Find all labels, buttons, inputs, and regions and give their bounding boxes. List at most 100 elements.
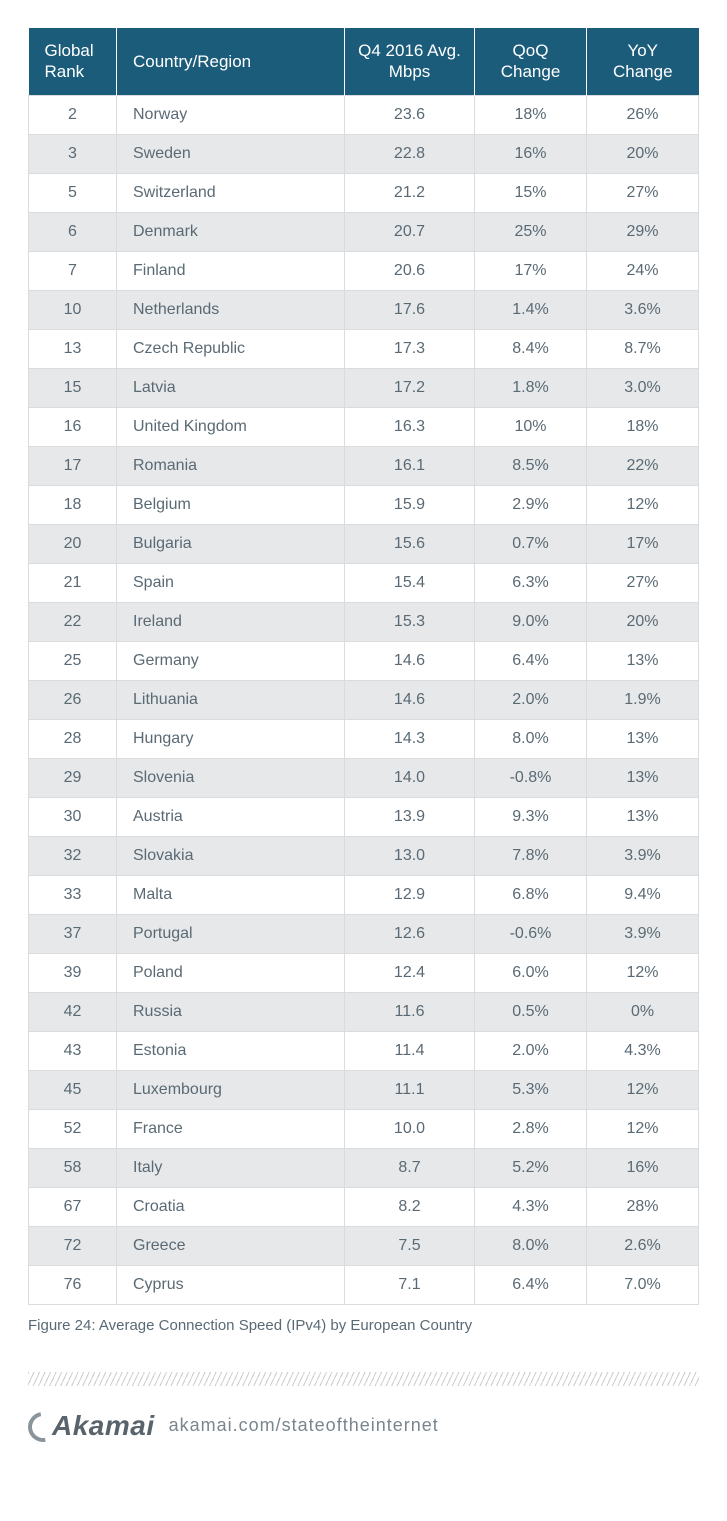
cell-country: Slovenia [117, 758, 345, 797]
table-row: 30Austria13.99.3%13% [29, 797, 699, 836]
cell-rank: 25 [29, 641, 117, 680]
cell-mbps: 20.7 [345, 212, 475, 251]
cell-country: Switzerland [117, 173, 345, 212]
cell-rank: 28 [29, 719, 117, 758]
footer-url: akamai.com/stateoftheinternet [169, 1415, 439, 1436]
cell-qoq: 8.0% [475, 719, 587, 758]
cell-yoy: 20% [587, 602, 699, 641]
cell-qoq: 18% [475, 95, 587, 134]
col-header-rank: Global Rank [29, 28, 117, 95]
cell-yoy: 24% [587, 251, 699, 290]
cell-rank: 2 [29, 95, 117, 134]
divider-hatch [28, 1372, 699, 1386]
cell-yoy: 13% [587, 758, 699, 797]
cell-country: Luxembourg [117, 1070, 345, 1109]
cell-qoq: 5.3% [475, 1070, 587, 1109]
table-row: 7Finland20.617%24% [29, 251, 699, 290]
cell-country: Netherlands [117, 290, 345, 329]
table-row: 20Bulgaria15.60.7%17% [29, 524, 699, 563]
cell-country: Bulgaria [117, 524, 345, 563]
cell-mbps: 11.6 [345, 992, 475, 1031]
cell-country: Poland [117, 953, 345, 992]
cell-yoy: 26% [587, 95, 699, 134]
cell-rank: 10 [29, 290, 117, 329]
col-header-label: Country/Region [133, 52, 251, 71]
table-row: 5Switzerland21.215%27% [29, 173, 699, 212]
cell-country: Sweden [117, 134, 345, 173]
figure-caption: Figure 24: Average Connection Speed (IPv… [28, 1317, 699, 1334]
cell-country: Czech Republic [117, 329, 345, 368]
cell-rank: 39 [29, 953, 117, 992]
cell-country: Portugal [117, 914, 345, 953]
cell-country: Russia [117, 992, 345, 1031]
cell-country: Malta [117, 875, 345, 914]
col-header-label: QoQ Change [501, 41, 561, 81]
cell-country: Germany [117, 641, 345, 680]
table-row: 16United Kingdom16.310%18% [29, 407, 699, 446]
cell-mbps: 13.9 [345, 797, 475, 836]
cell-rank: 30 [29, 797, 117, 836]
table-row: 39Poland12.46.0%12% [29, 953, 699, 992]
col-header-yoy: YoY Change [587, 28, 699, 95]
cell-qoq: 2.0% [475, 680, 587, 719]
cell-yoy: 3.0% [587, 368, 699, 407]
cell-rank: 18 [29, 485, 117, 524]
cell-qoq: 0.5% [475, 992, 587, 1031]
footer: Akamai akamai.com/stateoftheinternet [0, 1410, 727, 1470]
table-row: 2Norway23.618%26% [29, 95, 699, 134]
cell-rank: 16 [29, 407, 117, 446]
cell-country: Norway [117, 95, 345, 134]
cell-rank: 6 [29, 212, 117, 251]
cell-country: Denmark [117, 212, 345, 251]
table-row: 3Sweden22.816%20% [29, 134, 699, 173]
cell-mbps: 12.6 [345, 914, 475, 953]
table-row: 45Luxembourg11.15.3%12% [29, 1070, 699, 1109]
cell-qoq: 6.3% [475, 563, 587, 602]
cell-country: France [117, 1109, 345, 1148]
cell-mbps: 12.9 [345, 875, 475, 914]
cell-yoy: 12% [587, 1070, 699, 1109]
col-header-label: Q4 2016 Avg. Mbps [358, 41, 461, 81]
cell-qoq: 8.4% [475, 329, 587, 368]
cell-country: Spain [117, 563, 345, 602]
cell-country: Cyprus [117, 1265, 345, 1304]
cell-rank: 76 [29, 1265, 117, 1304]
brand-logo: Akamai [28, 1410, 155, 1442]
cell-country: Greece [117, 1226, 345, 1265]
cell-rank: 3 [29, 134, 117, 173]
cell-yoy: 20% [587, 134, 699, 173]
cell-mbps: 15.3 [345, 602, 475, 641]
cell-country: Croatia [117, 1187, 345, 1226]
table-row: 15Latvia17.21.8%3.0% [29, 368, 699, 407]
cell-yoy: 22% [587, 446, 699, 485]
cell-rank: 37 [29, 914, 117, 953]
cell-yoy: 1.9% [587, 680, 699, 719]
col-header-qoq: QoQ Change [475, 28, 587, 95]
cell-mbps: 15.6 [345, 524, 475, 563]
cell-qoq: 10% [475, 407, 587, 446]
cell-mbps: 15.9 [345, 485, 475, 524]
cell-rank: 72 [29, 1226, 117, 1265]
cell-qoq: 6.4% [475, 641, 587, 680]
cell-yoy: 13% [587, 641, 699, 680]
cell-yoy: 3.9% [587, 836, 699, 875]
cell-yoy: 13% [587, 797, 699, 836]
cell-country: Finland [117, 251, 345, 290]
cell-yoy: 12% [587, 485, 699, 524]
cell-rank: 29 [29, 758, 117, 797]
cell-yoy: 17% [587, 524, 699, 563]
cell-qoq: -0.6% [475, 914, 587, 953]
cell-yoy: 12% [587, 1109, 699, 1148]
table-header-row: Global Rank Country/Region Q4 2016 Avg. … [29, 28, 699, 95]
cell-qoq: 6.0% [475, 953, 587, 992]
table-row: 33Malta12.96.8%9.4% [29, 875, 699, 914]
cell-qoq: 4.3% [475, 1187, 587, 1226]
table-row: 32Slovakia13.07.8%3.9% [29, 836, 699, 875]
cell-qoq: 8.0% [475, 1226, 587, 1265]
cell-mbps: 12.4 [345, 953, 475, 992]
table-row: 37Portugal12.6-0.6%3.9% [29, 914, 699, 953]
table-row: 29Slovenia14.0-0.8%13% [29, 758, 699, 797]
cell-yoy: 27% [587, 563, 699, 602]
col-header-label: YoY Change [613, 41, 673, 81]
table-row: 67Croatia8.24.3%28% [29, 1187, 699, 1226]
